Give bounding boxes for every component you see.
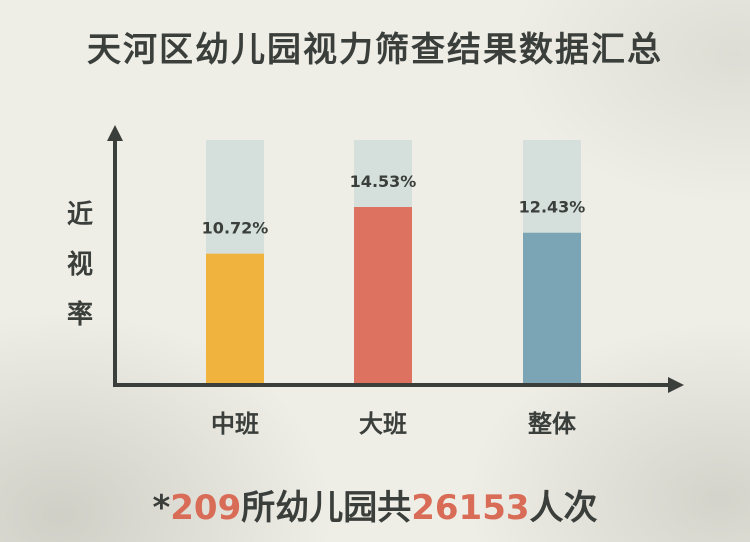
footer-suffix: 人次 — [529, 488, 598, 528]
bar-value-label: 12.43% — [519, 198, 586, 217]
footer-middle: 所幼儿园共 — [241, 488, 412, 528]
y-axis-arrow — [107, 125, 123, 141]
y-axis-label: 近 视 率 — [60, 190, 100, 340]
kindergarten-count: 209 — [170, 488, 242, 528]
bar-value-label: 10.72% — [202, 219, 269, 238]
bar — [523, 232, 581, 385]
bar-value-label: 14.53% — [350, 172, 417, 191]
category-label: 大班 — [359, 410, 407, 438]
footer-summary: *209所幼儿园共26153人次 — [0, 480, 750, 529]
chart-title: 天河区幼儿园视力筛查结果数据汇总 — [87, 30, 663, 70]
people-count: 26153 — [411, 488, 530, 528]
category-label: 整体 — [528, 410, 577, 438]
bar — [206, 253, 264, 385]
footer-prefix: * — [152, 488, 171, 528]
y-axis-label-text: 近 视 率 — [66, 200, 93, 330]
category-label: 中班 — [211, 410, 259, 438]
bar — [354, 207, 412, 385]
x-axis-arrow — [668, 377, 684, 393]
